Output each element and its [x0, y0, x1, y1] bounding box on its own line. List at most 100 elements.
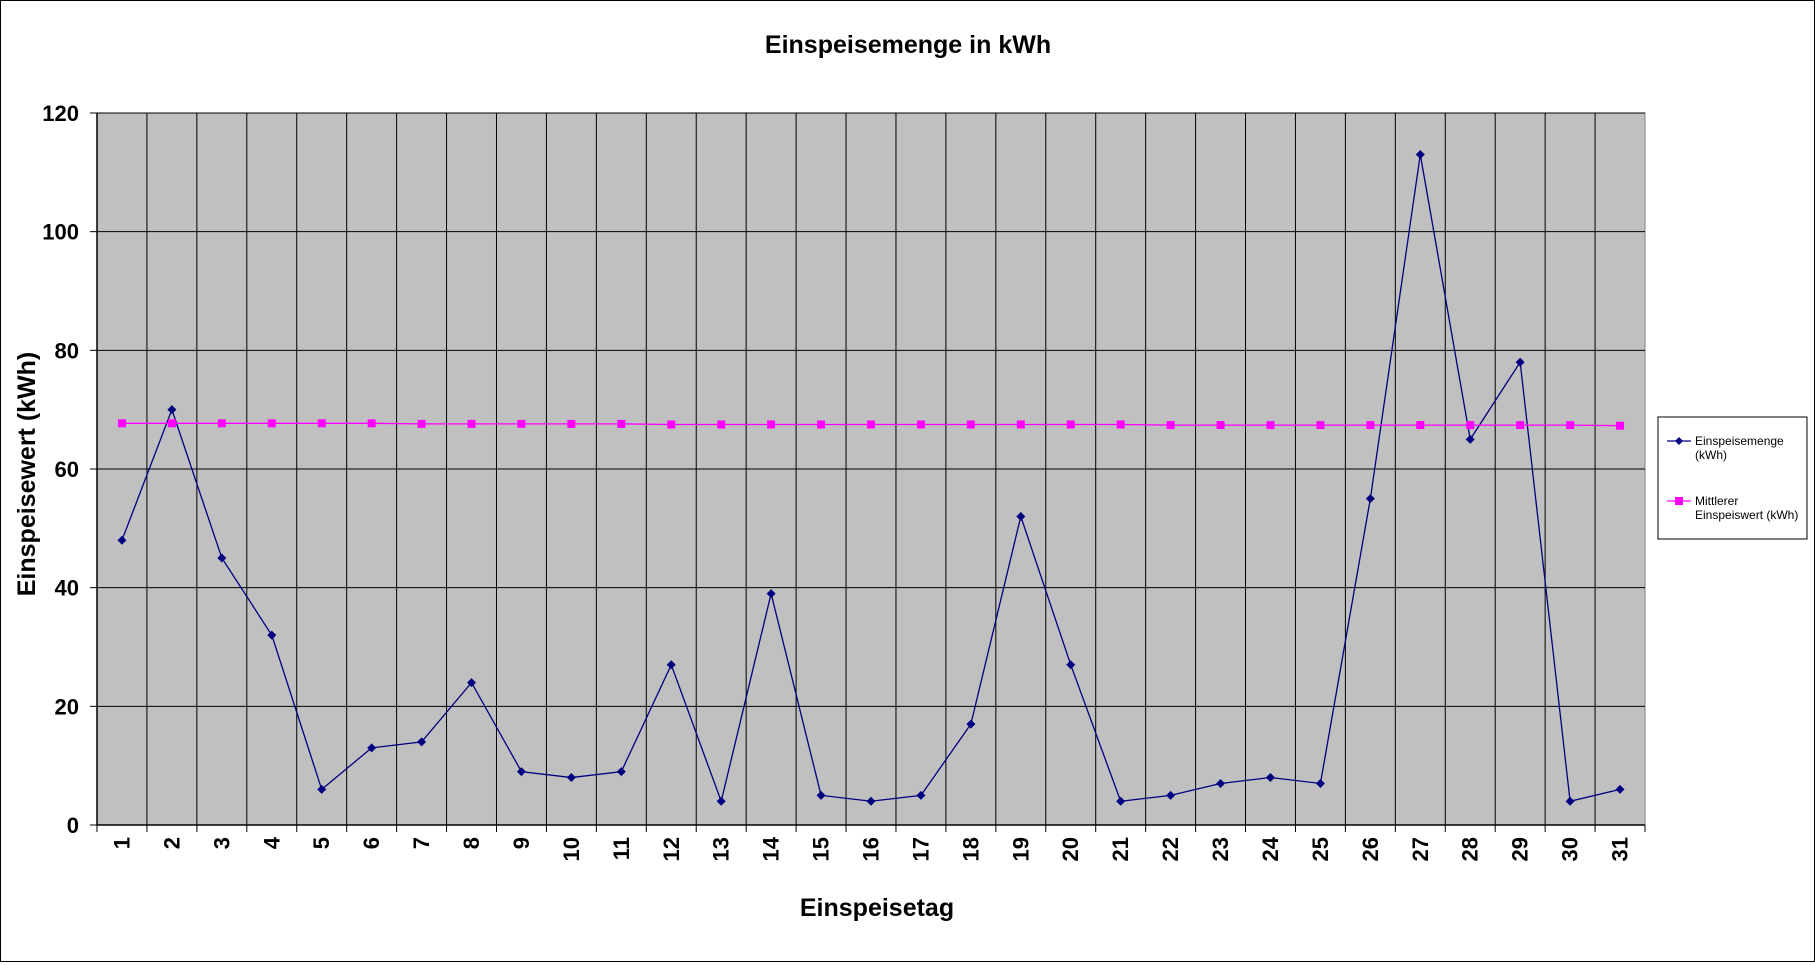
- data-point: [667, 420, 676, 429]
- data-point: [1016, 420, 1025, 429]
- x-tick-label: 9: [509, 837, 534, 849]
- data-point: [1365, 494, 1375, 504]
- data-point: [567, 419, 576, 428]
- data-point: [1266, 421, 1275, 430]
- data-point: [1315, 778, 1325, 788]
- legend-label: Einspeiswert (kWh): [1695, 508, 1798, 522]
- x-tick-label: 17: [908, 837, 933, 861]
- legend-label: Einspeisemenge: [1695, 434, 1784, 448]
- series-1: [117, 150, 1625, 806]
- chart-title: Einspeisemenge in kWh: [765, 31, 1051, 59]
- data-point: [1465, 434, 1475, 444]
- legend-marker: [1675, 437, 1683, 445]
- data-point: [817, 420, 826, 429]
- y-tick-label: 100: [42, 220, 79, 245]
- x-tick-label: 5: [309, 837, 334, 849]
- y-tick-labels: 0 20 40 60 80 100 120: [42, 101, 79, 838]
- y-tick-label: 120: [42, 101, 79, 126]
- data-point: [317, 419, 326, 428]
- legend-box: [1657, 416, 1808, 540]
- data-point: [1415, 150, 1425, 160]
- data-point: [716, 796, 726, 806]
- x-tick-label: 6: [359, 837, 384, 849]
- data-point: [1216, 421, 1225, 430]
- legend-label: (kWh): [1695, 448, 1727, 462]
- x-tick-label: 30: [1558, 837, 1583, 861]
- data-point: [766, 589, 776, 599]
- y-axis-label: Einspeisewert (kWh): [13, 352, 41, 597]
- series-layer: [117, 150, 1625, 806]
- data-point: [517, 419, 526, 428]
- x-tick-label: 18: [958, 837, 983, 861]
- data-point: [167, 419, 176, 428]
- data-point: [467, 419, 476, 428]
- data-point: [117, 535, 127, 545]
- data-point: [167, 405, 177, 415]
- x-tick-label: 27: [1408, 837, 1433, 861]
- data-point: [1116, 796, 1126, 806]
- x-tick-label: 22: [1158, 837, 1183, 861]
- x-tick-label: 15: [809, 837, 834, 861]
- data-point: [1166, 790, 1176, 800]
- x-tick-label: 16: [859, 837, 884, 861]
- data-point: [666, 660, 676, 670]
- x-tick-label: 2: [159, 837, 184, 849]
- x-tick-labels: 1 2 3 4 5 6 7 8 9 10 11 12 13 14 15 16 17 18 19 20 21 22 23 24 2…: [109, 836, 1632, 861]
- data-point: [966, 719, 976, 729]
- x-tick-label: 26: [1358, 837, 1383, 861]
- x-tick-label: 13: [709, 837, 734, 861]
- data-point: [1066, 420, 1075, 429]
- data-point: [516, 767, 526, 777]
- data-point: [1416, 421, 1425, 430]
- data-point: [1616, 421, 1625, 430]
- y-tick-label: 20: [55, 694, 79, 719]
- x-tick-label: 7: [409, 837, 434, 849]
- data-point: [117, 419, 126, 428]
- data-point: [617, 419, 626, 428]
- data-point: [1515, 357, 1525, 367]
- data-point: [217, 553, 227, 563]
- data-point: [816, 790, 826, 800]
- data-point: [1466, 421, 1475, 430]
- grid-lines: [97, 112, 1645, 825]
- data-point: [1216, 778, 1226, 788]
- data-point: [966, 420, 975, 429]
- x-tick-label: 4: [259, 836, 284, 849]
- data-point: [1016, 511, 1026, 521]
- x-tick-label: 24: [1258, 836, 1283, 861]
- x-tick-label: 19: [1008, 837, 1033, 861]
- data-point: [767, 420, 776, 429]
- data-point: [467, 678, 477, 688]
- x-tick-label: 28: [1458, 837, 1483, 861]
- x-axis-label: Einspeisetag: [800, 894, 954, 922]
- data-point: [1166, 421, 1175, 430]
- x-tick-label: 12: [659, 837, 684, 861]
- series-2: [117, 419, 1625, 430]
- x-tick-label: 3: [209, 837, 234, 849]
- x-tick-label: 29: [1508, 837, 1533, 861]
- legend-label: Mittlerer: [1695, 494, 1738, 508]
- axes: [90, 112, 1646, 832]
- x-tick-label: 11: [609, 837, 634, 860]
- y-tick-label: 60: [55, 457, 79, 482]
- data-point: [267, 630, 277, 640]
- data-point: [317, 784, 327, 794]
- x-tick-label: 1: [109, 837, 134, 849]
- y-tick-label: 80: [55, 338, 79, 363]
- data-point: [1565, 796, 1575, 806]
- data-point: [717, 420, 726, 429]
- legend: Einspeisemenge(kWh) MittlererEinspeiswert…: [1657, 416, 1808, 540]
- data-point: [566, 773, 576, 783]
- data-point: [1316, 421, 1325, 430]
- legend-marker: [1675, 497, 1683, 505]
- x-tick-label: 31: [1608, 837, 1633, 861]
- x-tick-label: 8: [459, 837, 484, 849]
- data-point: [1265, 773, 1275, 783]
- data-point: [866, 796, 876, 806]
- data-point: [367, 743, 377, 753]
- data-point: [1615, 784, 1625, 794]
- data-point: [417, 419, 426, 428]
- x-tick-label: 10: [559, 837, 584, 861]
- data-point: [217, 419, 226, 428]
